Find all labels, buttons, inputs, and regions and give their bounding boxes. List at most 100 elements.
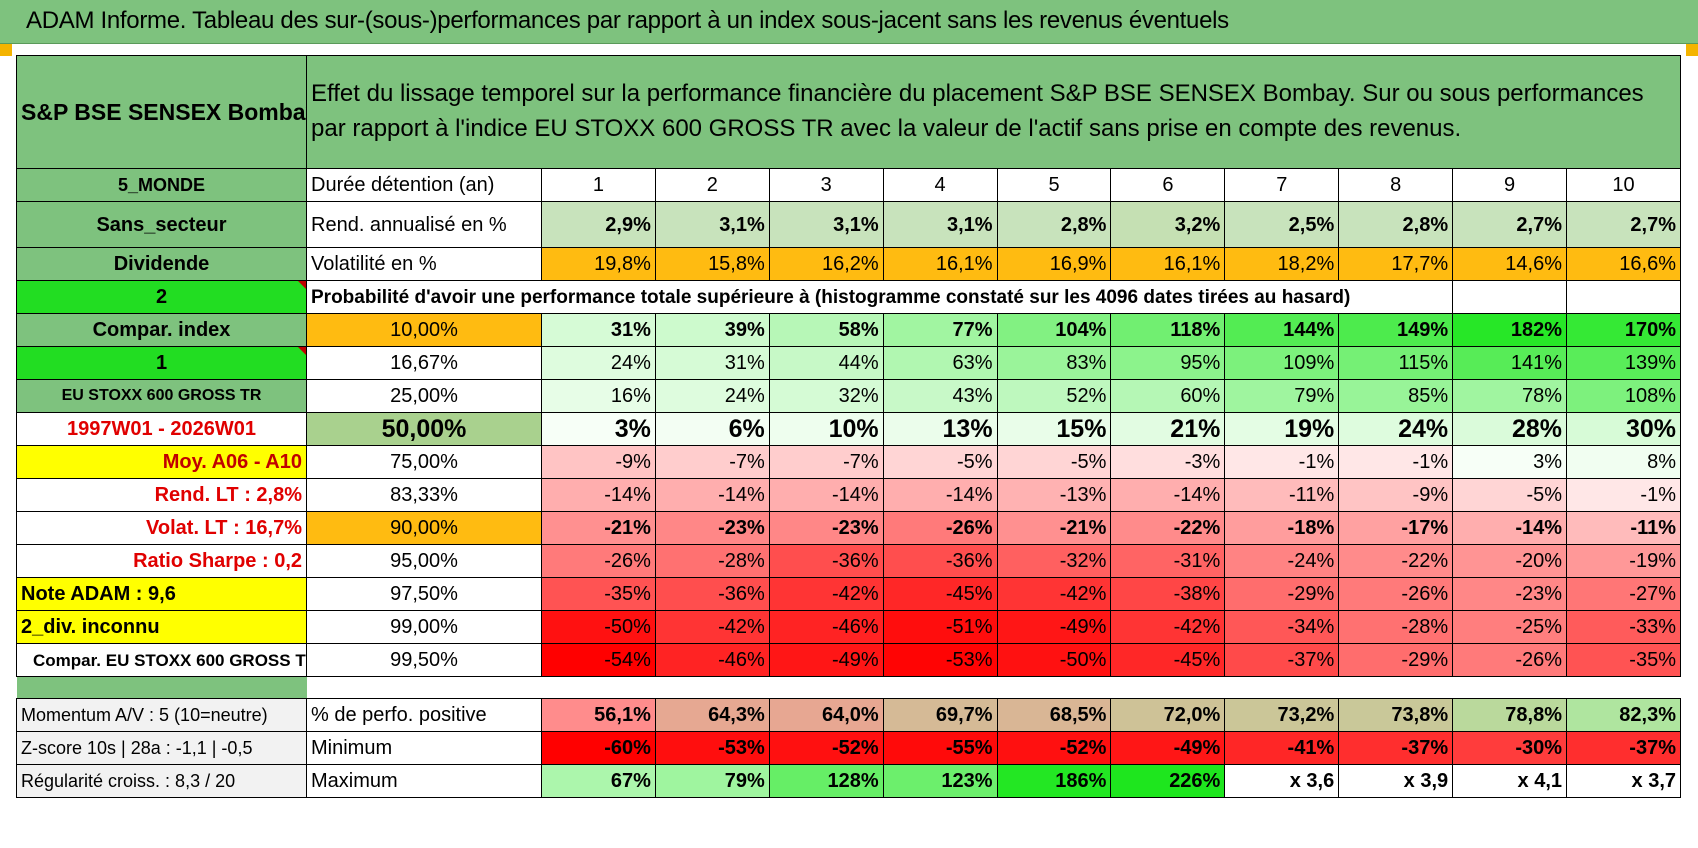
volatility-value: 16,2% <box>768 247 884 281</box>
probability-value: -35% <box>1566 643 1681 677</box>
summary-value: 82,3% <box>1566 698 1681 732</box>
threshold-percent: 50,00% <box>306 412 542 446</box>
probability-value: -27% <box>1566 577 1681 611</box>
probability-value: -26% <box>1338 577 1454 611</box>
probability-value: 16% <box>541 379 656 413</box>
probability-value: -42% <box>768 577 884 611</box>
volatility-value: 16,6% <box>1566 247 1681 281</box>
probability-value: -14% <box>541 478 656 512</box>
summary-row: Momentum A/V : 5 (10=neutre)% de perfo. … <box>16 698 1681 732</box>
probability-value: -9% <box>1338 478 1454 512</box>
probability-value: -33% <box>1566 610 1681 644</box>
volatility-row: Dividende Volatilité en % 19,8% 15,8% 16,2% 1… <box>16 247 1681 281</box>
separator-cell <box>307 677 1681 699</box>
probability-value: -51% <box>882 610 998 644</box>
probability-value: 108% <box>1566 379 1681 413</box>
probability-value: 39% <box>654 313 770 347</box>
probability-value: 115% <box>1338 346 1454 380</box>
probability-row: EU STOXX 600 GROSS TR 25,00% 16% 24% 32% 43% 5… <box>16 379 1681 413</box>
year-header: 6 <box>1110 168 1226 202</box>
corner-marker-right <box>1686 44 1698 56</box>
year-header: 10 <box>1566 168 1681 202</box>
probability-row: Compar. index 10,00% 31% 39% 58% 77% 104% 118% 1… <box>16 313 1681 347</box>
probability-row: 1997W01 - 2026W01 50,00% 3% 6% 10% 13% 15% 21% 1… <box>16 412 1681 446</box>
probability-value: 15% <box>996 412 1112 446</box>
probability-row: 1 16,67% 24% 31% 44% 63% 83% 95% 109% 115% 141% 139… <box>16 346 1681 380</box>
summary-value: 226% <box>1110 764 1226 798</box>
probability-value: -32% <box>996 544 1112 578</box>
probability-value: 31% <box>654 346 770 380</box>
probability-value: -36% <box>882 544 998 578</box>
summary-side-label: Régularité croiss. : 8,3 / 20 <box>16 764 307 798</box>
probability-value: 79% <box>1224 379 1340 413</box>
summary-value: -37% <box>1566 731 1681 765</box>
probability-value: -26% <box>1452 643 1568 677</box>
summary-value: -41% <box>1224 731 1340 765</box>
summary-side-label: Z-score 10s | 28a : -1,1 | -0,5 <box>16 731 307 765</box>
probability-value: -29% <box>1224 577 1340 611</box>
probability-value: -1% <box>1224 445 1340 479</box>
summary-value: -60% <box>541 731 656 765</box>
probability-value: 58% <box>768 313 884 347</box>
probability-value: -28% <box>654 544 770 578</box>
return-value: 2,5% <box>1224 201 1340 248</box>
summary-value: x 3,9 <box>1338 764 1454 798</box>
separator-row <box>16 676 1681 699</box>
return-value: 2,9% <box>541 201 656 248</box>
probability-value: -28% <box>1338 610 1454 644</box>
side-label: Compar. index <box>16 313 307 347</box>
probability-value: -50% <box>541 610 656 644</box>
probability-value: -14% <box>768 478 884 512</box>
empty-cell <box>1566 280 1681 314</box>
side-label: 2 <box>16 280 307 314</box>
probability-value: -5% <box>882 445 998 479</box>
probability-value: 3% <box>1452 445 1568 479</box>
side-label: 1 <box>16 346 307 380</box>
probability-value: -17% <box>1338 511 1454 545</box>
probability-value: -18% <box>1224 511 1340 545</box>
summary-value: -30% <box>1452 731 1568 765</box>
probability-value: 31% <box>541 313 656 347</box>
summary-value: -52% <box>996 731 1112 765</box>
summary-row: Régularité croiss. : 8,3 / 20 Maximum 67% 7… <box>16 764 1681 798</box>
summary-value: 67% <box>541 764 656 798</box>
probability-value: -3% <box>1110 445 1226 479</box>
probability-value: -36% <box>654 577 770 611</box>
volatility-value: 19,8% <box>541 247 656 281</box>
probability-value: 44% <box>768 346 884 380</box>
probability-value: 19% <box>1224 412 1340 446</box>
summary-row-label: Maximum <box>306 764 542 798</box>
summary-value: -49% <box>1110 731 1226 765</box>
probability-value: 139% <box>1566 346 1681 380</box>
probability-value: -11% <box>1224 478 1340 512</box>
probability-row: Note ADAM : 9,6 97,50% -35% -36% -42% -45% -42… <box>16 577 1681 611</box>
probability-value: 28% <box>1452 412 1568 446</box>
probability-value: -14% <box>1452 511 1568 545</box>
probability-value: -21% <box>541 511 656 545</box>
probability-value: -49% <box>996 610 1112 644</box>
probability-value: 43% <box>882 379 998 413</box>
probability-value: -42% <box>996 577 1112 611</box>
summary-value: -37% <box>1338 731 1454 765</box>
summary-value: 128% <box>768 764 884 798</box>
probability-value: -50% <box>996 643 1112 677</box>
probability-value: -42% <box>654 610 770 644</box>
probability-value: -14% <box>1110 478 1226 512</box>
year-header: 9 <box>1452 168 1568 202</box>
probability-value: -20% <box>1452 544 1568 578</box>
side-label: Moy. A06 - A10 <box>16 445 307 479</box>
probability-value: -7% <box>654 445 770 479</box>
probability-value: -45% <box>882 577 998 611</box>
probability-value: -14% <box>882 478 998 512</box>
probability-value: 149% <box>1338 313 1454 347</box>
probability-value: 77% <box>882 313 998 347</box>
probability-value: -31% <box>1110 544 1226 578</box>
probability-value: -34% <box>1224 610 1340 644</box>
probability-value: -24% <box>1224 544 1340 578</box>
probability-value: -46% <box>654 643 770 677</box>
probability-value: -25% <box>1452 610 1568 644</box>
corner-marker-left <box>0 44 12 56</box>
volatility-value: 15,8% <box>654 247 770 281</box>
probability-row: Ratio Sharpe : 0,2 95,00% -26% -28% -36% -36%… <box>16 544 1681 578</box>
report-title: ADAM Informe. Tableau des sur-(sous-)per… <box>26 7 1229 34</box>
